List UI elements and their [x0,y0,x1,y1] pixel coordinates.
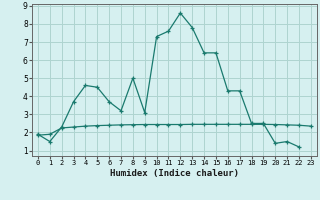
X-axis label: Humidex (Indice chaleur): Humidex (Indice chaleur) [110,169,239,178]
